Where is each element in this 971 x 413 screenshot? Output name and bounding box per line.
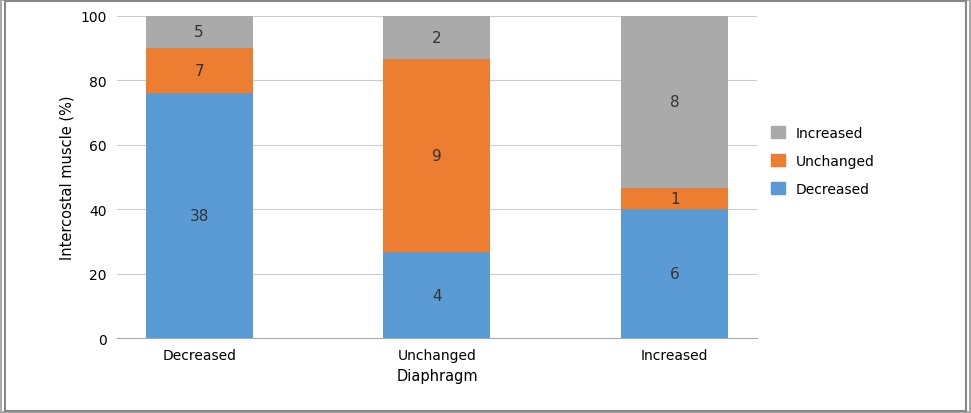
Bar	[146, 49, 252, 94]
Bar	[146, 94, 252, 339]
Bar	[384, 17, 490, 59]
Bar	[621, 210, 728, 339]
Text: 38: 38	[189, 209, 209, 224]
Text: 9: 9	[432, 149, 442, 164]
Y-axis label: Intercostal muscle (%): Intercostal muscle (%)	[60, 95, 75, 260]
Bar	[621, 17, 728, 188]
Bar	[621, 188, 728, 210]
Bar	[384, 59, 490, 253]
Legend: Increased, Unchanged, Decreased: Increased, Unchanged, Decreased	[771, 127, 875, 196]
Text: 8: 8	[670, 95, 680, 110]
Text: 4: 4	[432, 288, 442, 303]
Bar	[146, 17, 252, 49]
Bar	[384, 253, 490, 339]
Text: 1: 1	[670, 192, 680, 206]
X-axis label: Diaphragm: Diaphragm	[396, 368, 478, 383]
Text: 7: 7	[194, 64, 204, 79]
Text: 6: 6	[670, 267, 680, 282]
Text: 2: 2	[432, 31, 442, 45]
Text: 5: 5	[194, 25, 204, 40]
